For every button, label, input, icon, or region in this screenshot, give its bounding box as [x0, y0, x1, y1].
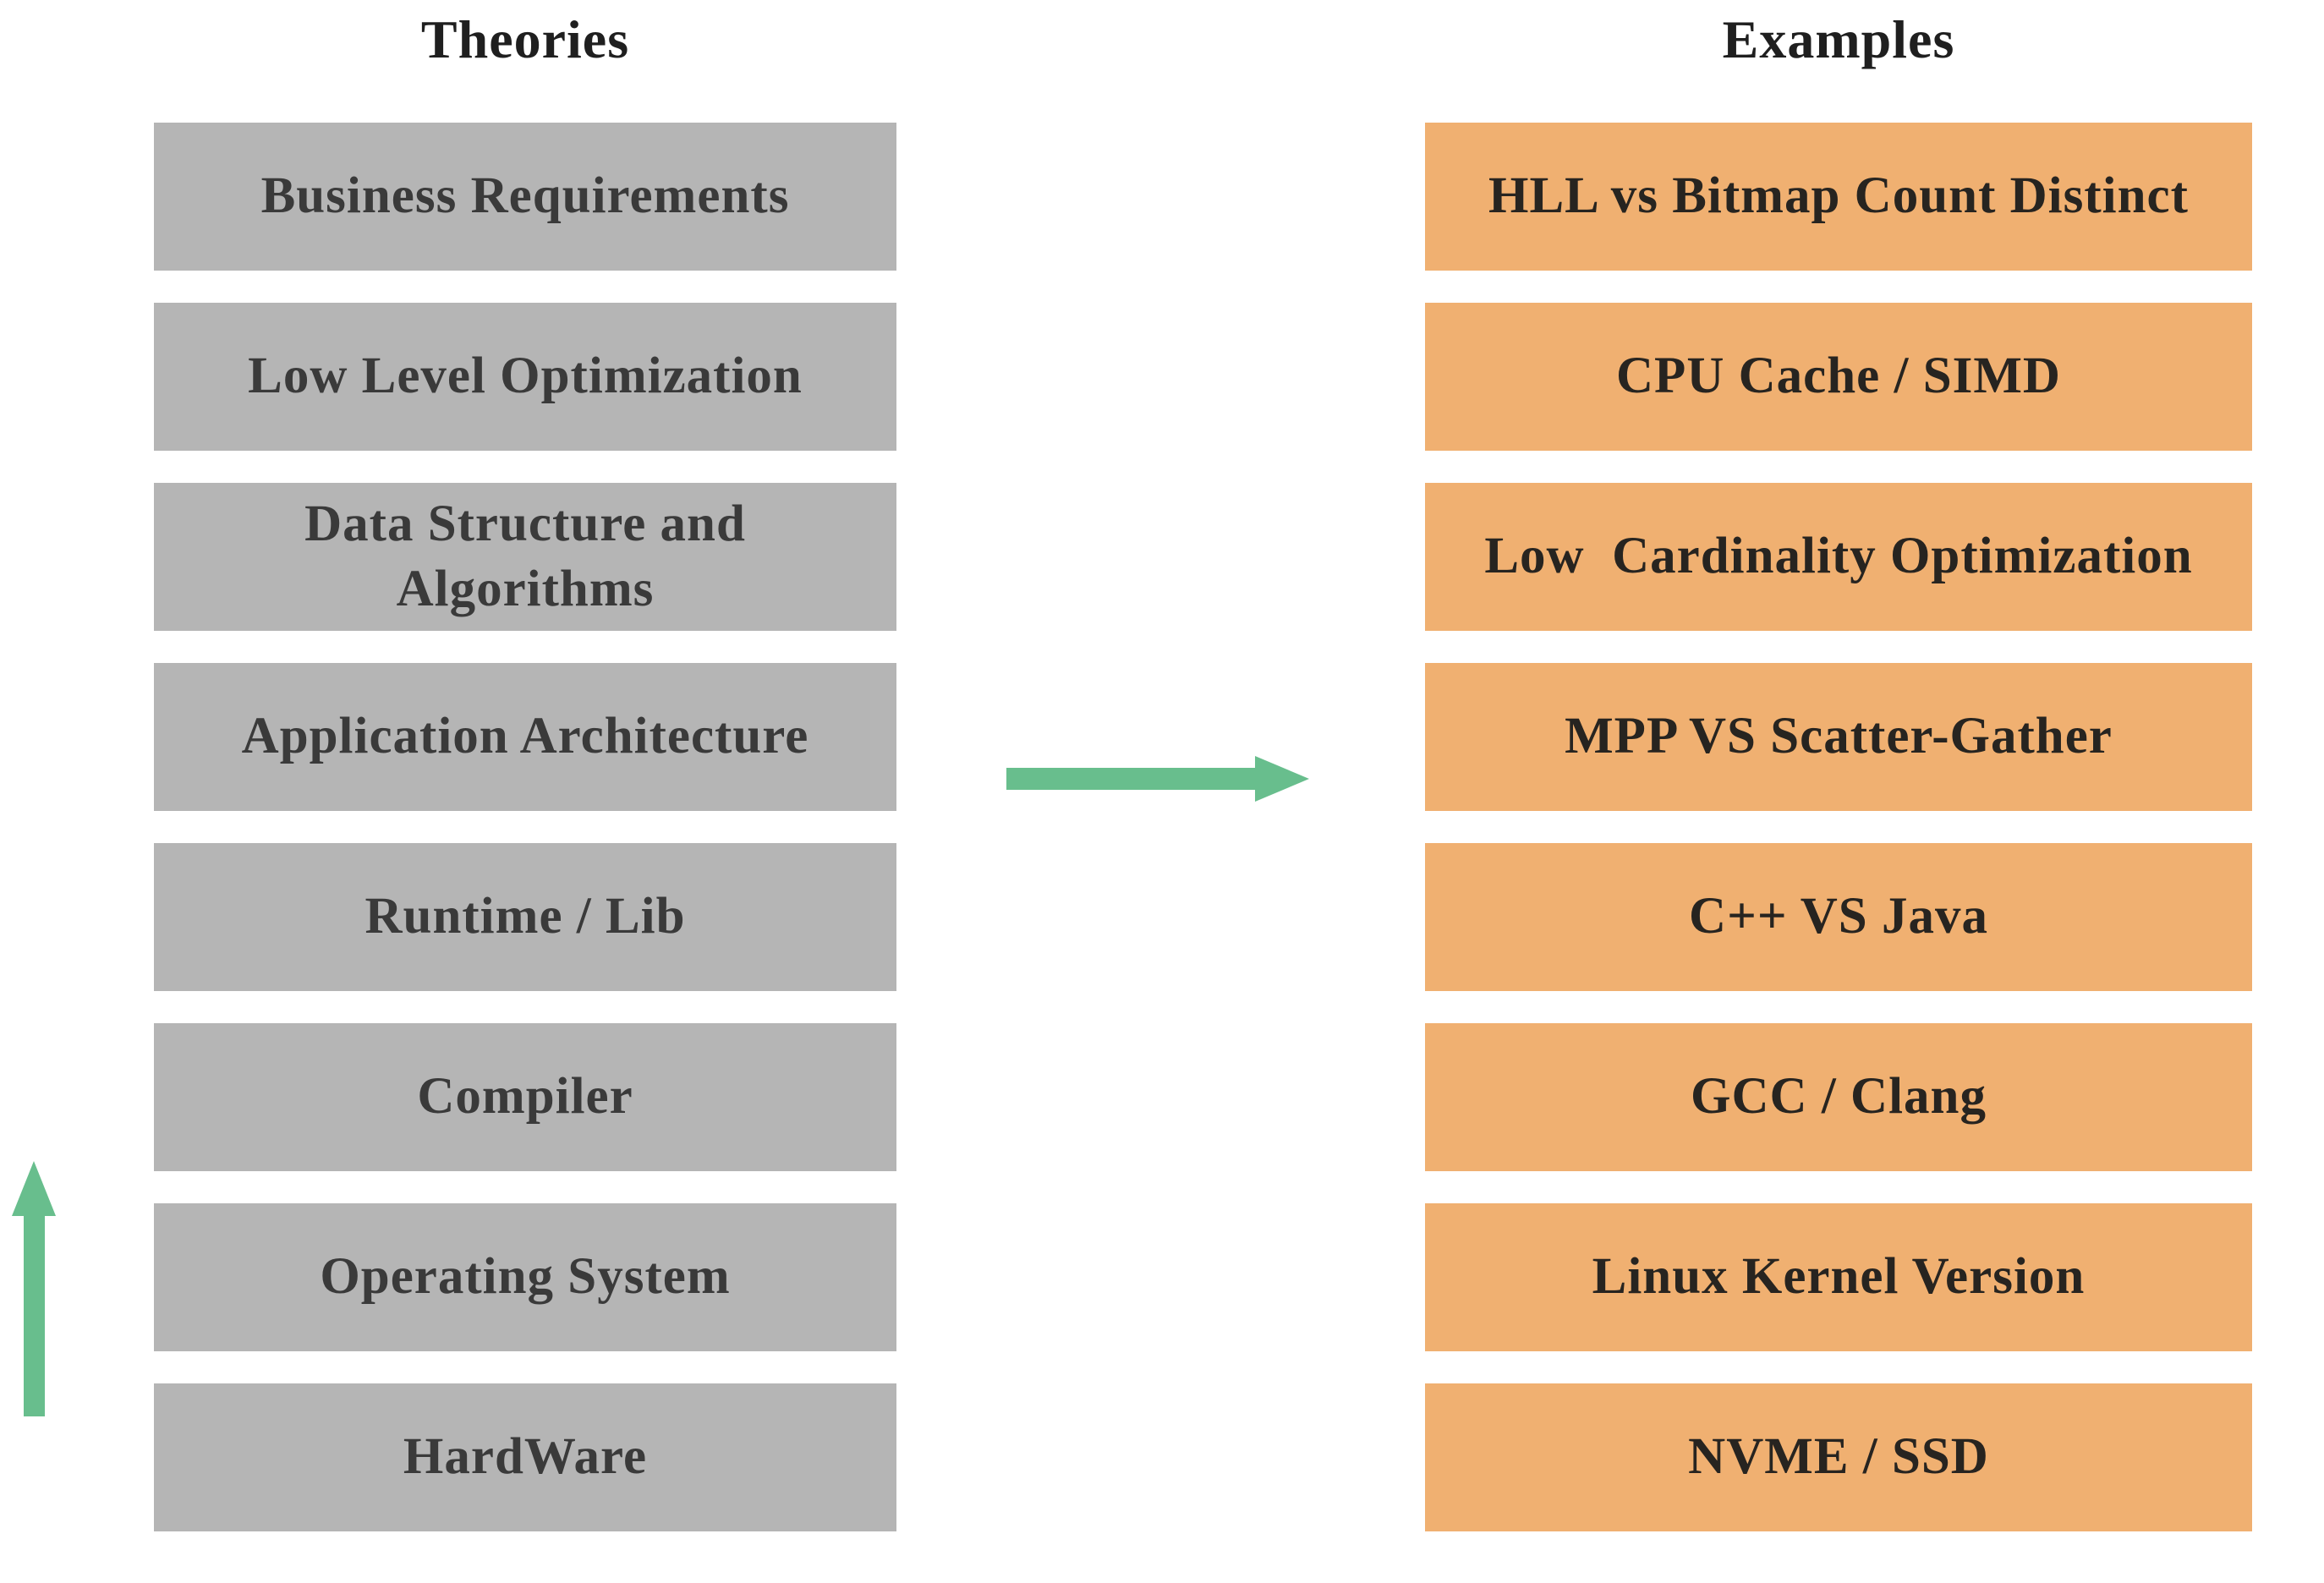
example-box-label: HLL vs Bitmap Count Distinct — [1488, 167, 2189, 225]
theory-box: Data Structure and Algorithms — [154, 483, 896, 631]
up-arrow-icon — [12, 1161, 56, 1416]
up-arrow-shaft — [24, 1212, 45, 1416]
theory-box: Low Level Optimization — [154, 303, 896, 451]
example-box-label: C++ VS Java — [1689, 888, 1988, 945]
right-arrow-shaft — [1006, 768, 1257, 790]
theory-box: Application Architecture — [154, 663, 896, 811]
example-box-label: CPU Cache / SIMD — [1616, 348, 2061, 405]
example-box: Low Cardinality Optimization — [1425, 483, 2252, 631]
example-box-label: GCC / Clang — [1691, 1068, 1987, 1126]
theory-box-label: Data Structure and Algorithms — [304, 496, 746, 617]
example-box-label: Low Cardinality Optimization — [1484, 528, 2193, 585]
example-box-label: NVME / SSD — [1688, 1428, 1989, 1486]
theory-box-label: HardWare — [403, 1428, 648, 1486]
theory-box: Operating System — [154, 1203, 896, 1351]
theory-box: HardWare — [154, 1383, 896, 1531]
right-arrow-icon — [1006, 756, 1309, 802]
theory-box-label: Runtime / Lib — [364, 888, 686, 945]
example-box-label: MPP VS Scatter-Gather — [1565, 708, 2113, 765]
theory-box-label: Operating System — [320, 1248, 731, 1306]
example-box: C++ VS Java — [1425, 843, 2252, 991]
example-box: GCC / Clang — [1425, 1023, 2252, 1171]
theory-box-label: Compiler — [417, 1068, 633, 1126]
examples-column-title: Examples — [1722, 9, 1955, 69]
theory-box: Compiler — [154, 1023, 896, 1171]
theory-box: Business Requirements — [154, 123, 896, 271]
theory-box-label: Business Requirements — [260, 167, 790, 225]
example-box: CPU Cache / SIMD — [1425, 303, 2252, 451]
example-box: NVME / SSD — [1425, 1383, 2252, 1531]
example-box: Linux Kernel Version — [1425, 1203, 2252, 1351]
example-box-label: Linux Kernel Version — [1592, 1248, 2086, 1306]
example-box: MPP VS Scatter-Gather — [1425, 663, 2252, 811]
example-box: HLL vs Bitmap Count Distinct — [1425, 123, 2252, 271]
theory-box: Runtime / Lib — [154, 843, 896, 991]
right-arrow-head — [1255, 756, 1309, 802]
theories-column-title: Theories — [420, 9, 630, 69]
up-arrow-head — [12, 1161, 56, 1216]
theory-box-label: Application Architecture — [241, 708, 809, 765]
theory-box-label: Low Level Optimization — [248, 348, 803, 405]
